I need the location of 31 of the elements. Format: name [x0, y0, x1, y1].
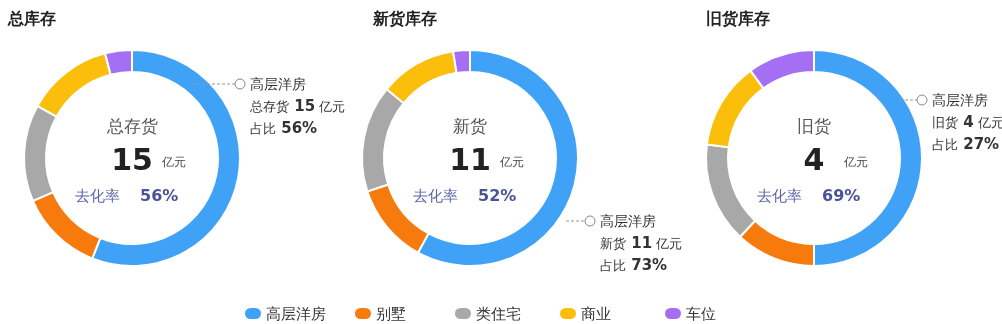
text: 69% [822, 186, 861, 205]
slice-label: 高层洋房 [600, 213, 656, 229]
legend-label: 类住宅 [476, 305, 521, 323]
text: 占比 73% [600, 256, 668, 274]
text: 亿元 [161, 155, 186, 169]
text: 总存货 [105, 116, 158, 136]
chart-title: 旧货库存 [706, 9, 770, 28]
text: 去化率 [75, 187, 120, 205]
chart-title: 总库存 [7, 9, 56, 28]
slice-label: 高层洋房 [932, 92, 988, 108]
chart-title: 新货库存 [372, 9, 437, 28]
legend-label: 商业 [581, 305, 611, 323]
text: 新货 [453, 116, 487, 136]
text: 去化率 [413, 187, 458, 205]
text: 占比 56% [250, 119, 318, 137]
legend-label: 别墅 [376, 305, 406, 323]
text: 占比 27% [932, 135, 1000, 153]
text: 亿元 [843, 155, 868, 169]
text: 亿元 [499, 155, 524, 169]
text: 总存货 15 亿元 [249, 97, 346, 115]
text: 11 [449, 142, 491, 177]
legend-label: 高层洋房 [266, 305, 326, 323]
text: 新货 11 亿元 [600, 234, 683, 252]
legend-label: 车位 [686, 305, 716, 323]
text: 4 [803, 142, 825, 177]
text: 52% [478, 186, 517, 205]
text: 旧货 [797, 116, 831, 136]
text: 去化率 [757, 187, 802, 205]
text: 56% [140, 186, 179, 205]
slice-label: 高层洋房 [250, 76, 306, 92]
text: 15 [111, 142, 153, 177]
